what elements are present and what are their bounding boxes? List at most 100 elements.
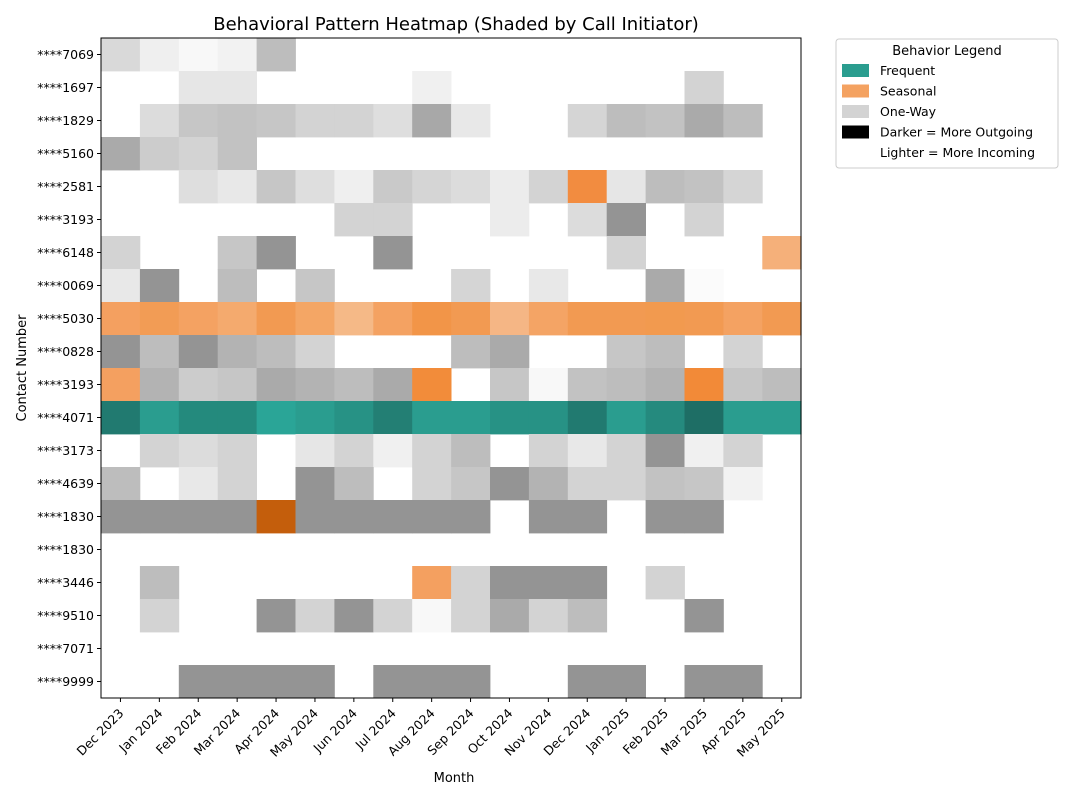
heatmap-cell <box>684 269 724 303</box>
heatmap-cell <box>528 269 569 303</box>
heatmap-cell <box>567 170 608 204</box>
heatmap-cell <box>684 401 724 435</box>
heatmap-cell <box>139 401 180 435</box>
heatmap-cell <box>606 368 646 402</box>
y-tick-label: ****5160 <box>37 146 94 161</box>
heatmap-cell <box>451 170 491 204</box>
heatmap-cell <box>684 203 724 237</box>
heatmap-cell <box>101 500 141 534</box>
heatmap-cell <box>256 335 296 369</box>
heatmap-cell <box>684 665 724 699</box>
y-tick-label: ****3173 <box>37 443 94 458</box>
heatmap-cell <box>295 104 335 138</box>
heatmap-cell <box>762 368 802 402</box>
heatmap-cell <box>606 467 646 501</box>
heatmap-cell <box>295 401 335 435</box>
heatmap-cell <box>373 302 413 336</box>
heatmap-cell <box>256 599 296 633</box>
legend-label: Seasonal <box>880 84 937 99</box>
heatmap-cell <box>684 104 724 138</box>
heatmap-cell <box>606 236 646 270</box>
heatmap-cell <box>606 335 646 369</box>
heatmap-cell <box>178 467 219 501</box>
heatmap-cell <box>178 335 219 369</box>
heatmap-cell <box>178 302 219 336</box>
heatmap-cell <box>567 401 608 435</box>
heatmap-cell <box>373 599 413 633</box>
heatmap-cell <box>217 38 257 72</box>
heatmap-cell <box>178 104 219 138</box>
heatmap-cell <box>139 434 180 468</box>
heatmap-cell <box>490 566 530 600</box>
legend-label: Lighter = More Incoming <box>880 145 1035 160</box>
heatmap-cell <box>139 566 180 600</box>
heatmap-cell <box>490 368 530 402</box>
heatmap-cell <box>217 104 257 138</box>
heatmap-cell <box>334 170 374 204</box>
heatmap-cell <box>217 500 257 534</box>
heatmap-cell <box>217 269 257 303</box>
heatmap-cell <box>528 170 569 204</box>
y-tick-label: ****3446 <box>37 575 94 590</box>
y-tick-label: ****9999 <box>37 674 94 689</box>
heatmap-cell <box>684 500 724 534</box>
heatmap-cell <box>645 104 685 138</box>
heatmap-cell <box>490 335 530 369</box>
y-tick-label: ****9510 <box>37 608 94 623</box>
heatmap-cell <box>762 236 802 270</box>
legend-label: Frequent <box>880 63 935 78</box>
heatmap-cell <box>256 401 296 435</box>
heatmap-cell <box>178 38 219 72</box>
heatmap-cell <box>684 434 724 468</box>
legend-swatch <box>842 146 869 159</box>
heatmap-cell <box>723 665 763 699</box>
heatmap-cell <box>606 302 646 336</box>
heatmap-cell <box>723 368 763 402</box>
heatmap-cell <box>139 599 180 633</box>
heatmap-cell <box>139 104 180 138</box>
heatmap-cell <box>217 368 257 402</box>
heatmap-cell <box>256 38 296 72</box>
legend-swatch <box>842 105 869 118</box>
heatmap-cell <box>373 401 413 435</box>
heatmap-cell <box>684 467 724 501</box>
heatmap-cell <box>217 302 257 336</box>
y-axis-label: Contact Number <box>15 314 30 422</box>
heatmap-cell <box>451 665 491 699</box>
y-tick-label: ****1830 <box>37 509 94 524</box>
heatmap-cell <box>373 203 413 237</box>
heatmap-cell <box>373 665 413 699</box>
heatmap-cell <box>451 566 491 600</box>
heatmap-cell <box>528 401 569 435</box>
heatmap-cell <box>217 335 257 369</box>
heatmap-cell <box>217 137 257 171</box>
heatmap-cell <box>139 368 180 402</box>
heatmap-cell <box>295 467 335 501</box>
heatmap-cell <box>567 566 608 600</box>
heatmap-cell <box>101 335 141 369</box>
plot-frame <box>100 37 802 699</box>
heatmap-cell <box>490 401 530 435</box>
heatmap-cell <box>451 104 491 138</box>
heatmap-cell <box>412 665 452 699</box>
heatmap-cell <box>684 170 724 204</box>
heatmap-cell <box>528 467 569 501</box>
heatmap-cell <box>412 500 452 534</box>
heatmap-cell <box>139 38 180 72</box>
heatmap-cell <box>295 302 335 336</box>
heatmap-cell <box>101 269 141 303</box>
heatmap-cell <box>295 665 335 699</box>
heatmap-cell <box>373 170 413 204</box>
heatmap-cell <box>451 302 491 336</box>
heatmap-cell <box>451 434 491 468</box>
heatmap-cell <box>178 401 219 435</box>
heatmap-cell <box>217 71 257 105</box>
heatmap-cell <box>295 434 335 468</box>
heatmap-cell <box>723 434 763 468</box>
y-tick-label: ****3193 <box>37 212 94 227</box>
y-tick-label: ****1829 <box>37 113 94 128</box>
heatmap-cell <box>295 500 335 534</box>
heatmap-cell <box>334 401 374 435</box>
heatmap-cell <box>645 368 685 402</box>
heatmap-cell <box>217 401 257 435</box>
